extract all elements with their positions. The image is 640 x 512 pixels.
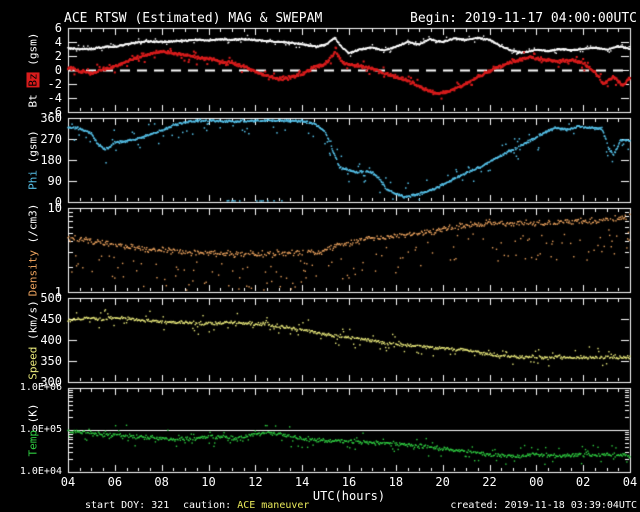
y-tick-label: 4 <box>54 35 62 49</box>
caution-label: caution: <box>183 500 238 511</box>
y-tick-label: 1.0E+05 <box>19 424 62 435</box>
y-tick-label: 1.0E+04 <box>19 466 62 477</box>
ylabel-part: (gsm) <box>26 130 40 170</box>
y-tick-label: 0 <box>54 63 62 77</box>
y-tick-label: 450 <box>40 312 62 326</box>
ylabel-part: Bt <box>26 87 40 108</box>
ylabel-part: (km/s) <box>26 300 40 347</box>
created-timestamp: created: 2019-11-18 03:39:04UTC <box>450 500 637 511</box>
y-tick-label: -6 <box>47 105 62 119</box>
x-tick-label: 02 <box>575 475 591 489</box>
ylabel-part: Density <box>26 250 40 297</box>
start-doy-label: start DOY: 321 <box>85 500 170 511</box>
x-tick-label: 06 <box>107 475 123 489</box>
ylabel-part: (K) <box>26 403 40 430</box>
ylabel-part: (/cm3) <box>26 203 40 250</box>
y-tick-label: 350 <box>40 354 62 368</box>
y-tick-label: 2 <box>54 49 62 63</box>
caution-value: ACE maneuver <box>237 500 310 511</box>
caution-note: caution: ACE maneuver <box>183 500 309 511</box>
y-tick-label: 6 <box>54 21 62 35</box>
x-tick-label: 12 <box>248 475 263 489</box>
y-tick-label: 180 <box>40 153 62 167</box>
y-tick-label: 400 <box>40 333 62 347</box>
xaxis-title: UTC(hours) <box>312 489 386 503</box>
ylabel-part: Speed <box>26 346 40 380</box>
x-tick-label: 04 <box>60 475 76 489</box>
y-tick-label: 90 <box>47 174 62 188</box>
ylabel-part: Bz <box>26 72 40 88</box>
y-tick-label: 500 <box>40 291 62 305</box>
ylabel-part: Temp <box>26 430 40 457</box>
x-tick-label: 22 <box>482 475 497 489</box>
y-tick-label: 300 <box>40 375 62 389</box>
x-tick-label: 10 <box>201 475 216 489</box>
ylabel-density: Density (/cm3) <box>27 204 40 297</box>
begin-timestamp: Begin: 2019-11-17 04:00:00UTC <box>410 11 637 26</box>
ylabel-speed: Speed (km/s) <box>27 300 40 379</box>
x-tick-label: 16 <box>341 475 357 489</box>
y-tick-label: -2 <box>47 77 62 91</box>
ylabel-phi: Phi (gsm) <box>27 130 40 190</box>
x-tick-label: 14 <box>294 475 310 489</box>
x-tick-label: 18 <box>388 475 404 489</box>
y-tick-label: 360 <box>40 111 62 125</box>
y-tick-label: 0 <box>54 195 62 209</box>
y-tick-label: 1 <box>54 285 62 299</box>
y-tick-label: -4 <box>47 91 62 105</box>
ylabel-part: (gsm) <box>26 32 40 73</box>
x-tick-label: 08 <box>154 475 169 489</box>
y-tick-label: 10 <box>47 201 62 215</box>
ylabel-part: Phi <box>26 169 40 190</box>
y-tick-label: 270 <box>40 132 62 146</box>
x-tick-label: 20 <box>435 475 450 489</box>
plot-title: ACE RTSW (Estimated) MAG & SWEPAM <box>64 11 323 26</box>
x-tick-label: 00 <box>529 475 544 489</box>
ylabel-mag-bt-bz: Bt Bz (gsm) <box>26 32 40 108</box>
x-tick-label: 04 <box>622 475 638 489</box>
ylabel-temp: Temp (K) <box>27 404 40 457</box>
y-tick-label: 1.0E+06 <box>19 382 62 393</box>
